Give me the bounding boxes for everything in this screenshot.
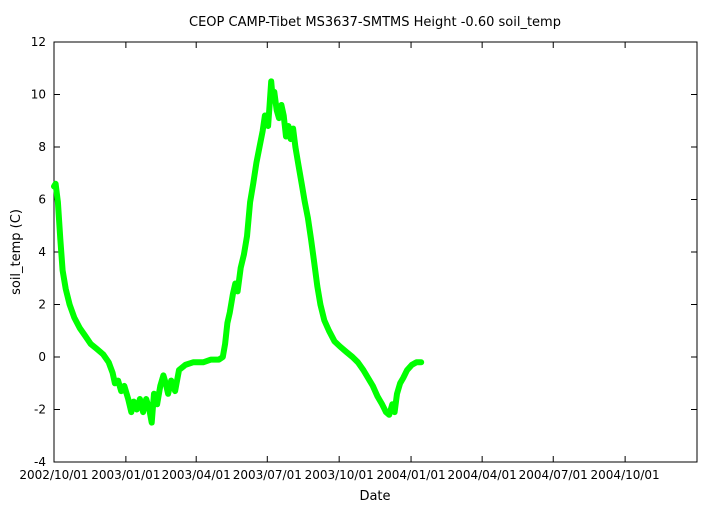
- y-tick-label: 10: [31, 88, 46, 102]
- x-tick-label: 2002/10/01: [19, 468, 88, 482]
- series-line: [51, 78, 425, 426]
- y-tick-label: 0: [38, 350, 46, 364]
- x-tick-label: 2004/07/01: [519, 468, 588, 482]
- y-tick-label: 8: [38, 140, 46, 154]
- plot-frame: [53, 41, 698, 463]
- x-tick-label: 2004/04/01: [448, 468, 517, 482]
- x-tick-label: 2004/01/01: [376, 468, 445, 482]
- y-tick-label: -2: [34, 403, 46, 417]
- x-tick-label: 2003/10/01: [305, 468, 374, 482]
- x-tick-label: 2003/01/01: [91, 468, 160, 482]
- chart-title: CEOP CAMP-Tibet MS3637-SMTMS Height -0.6…: [189, 15, 561, 30]
- y-tick-label: 4: [38, 245, 46, 259]
- y-tick-label: 6: [38, 193, 46, 207]
- x-tick-label: 2003/04/01: [162, 468, 231, 482]
- y-tick-label: -4: [34, 455, 46, 469]
- y-axis-label: soil_temp (C): [9, 209, 24, 295]
- x-tick-label: 2004/10/01: [591, 468, 660, 482]
- x-axis: 2002/10/01 2003/01/01 2003/04/01 2003/07/01…: [19, 42, 660, 482]
- y-tick-label: 12: [31, 35, 46, 49]
- y-tick-label: 2: [38, 298, 46, 312]
- x-axis-label: Date: [359, 489, 390, 504]
- x-tick-label: 2003/07/01: [233, 468, 302, 482]
